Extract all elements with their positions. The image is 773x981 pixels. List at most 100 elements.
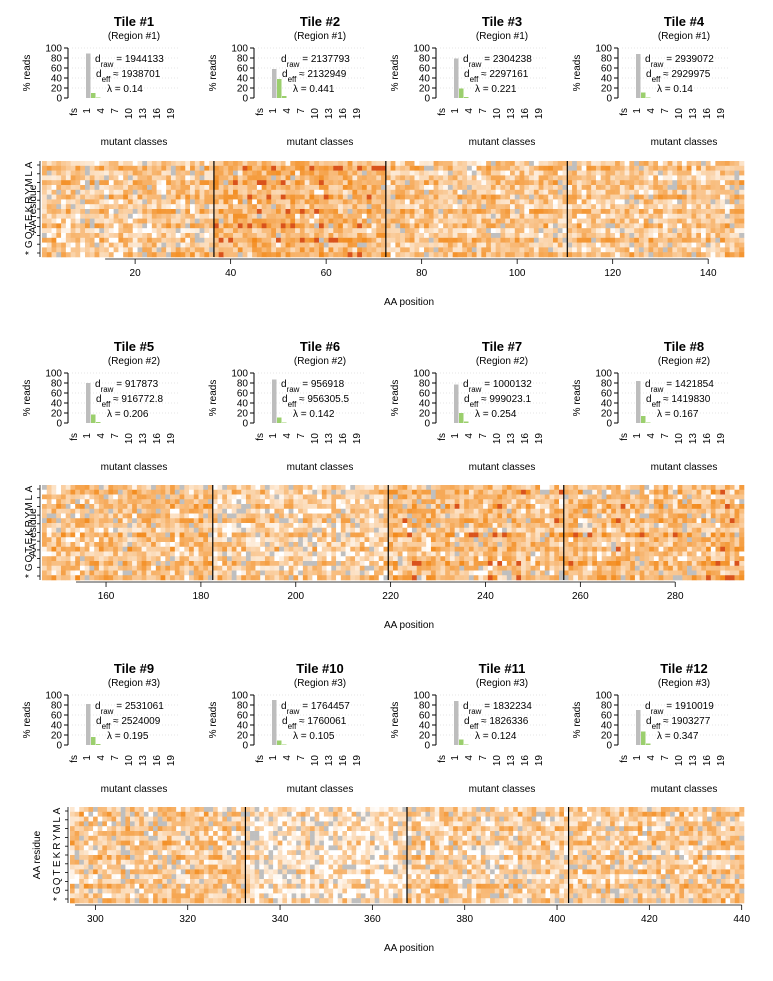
heatmap-cell — [400, 233, 406, 239]
heatmap-cell — [705, 189, 711, 195]
heatmap-cell — [355, 494, 361, 500]
heatmap-cell — [514, 213, 520, 219]
heatmap-cell — [166, 185, 172, 191]
heatmap-cell — [686, 194, 692, 200]
heatmap-cell — [280, 175, 286, 181]
heatmap-cell — [242, 218, 248, 224]
heatmap-cell — [371, 233, 377, 239]
heatmap-cell — [222, 532, 228, 538]
heatmap-cell — [643, 237, 649, 243]
heatmap-cell — [237, 194, 243, 200]
heatmap-cell — [151, 570, 157, 576]
heatmap-cell — [505, 170, 511, 176]
heatmap-cell — [443, 218, 449, 224]
heatmap-cell — [581, 189, 587, 195]
heatmap-cell — [381, 213, 387, 219]
heatmap-cell — [132, 161, 138, 167]
heatmap-cell — [209, 185, 215, 191]
heatmap-cell — [543, 228, 549, 234]
heatmap-cell — [309, 175, 315, 181]
heatmap-cell — [404, 204, 411, 210]
heatmap-cell — [605, 237, 611, 243]
heatmap-cell — [715, 242, 721, 248]
heatmap-cell — [132, 570, 138, 576]
heatmap-cell — [151, 556, 157, 562]
heatmap-cell — [381, 247, 387, 253]
heatmap-cell — [237, 185, 243, 191]
heatmap-cell — [250, 565, 256, 571]
heatmap-cell — [724, 161, 730, 167]
heatmap-cell — [643, 218, 649, 224]
heatmap-cell — [94, 537, 100, 543]
heatmap-cell — [317, 546, 323, 552]
heatmap-cell — [342, 204, 348, 210]
heatmap-cell — [681, 170, 687, 176]
heatmap-cell — [438, 170, 444, 176]
heatmap-cell — [226, 527, 233, 533]
heatmap-cell — [218, 213, 224, 219]
heatmap-cell — [285, 199, 291, 205]
heatmap-cell — [634, 223, 640, 229]
heatmap-cell — [103, 508, 109, 514]
x-tick-label: 13 — [324, 755, 335, 767]
heatmap-cell — [681, 242, 687, 248]
heatmap-cell — [333, 242, 339, 248]
heatmap-cell — [378, 542, 384, 548]
heatmap-cell — [529, 247, 535, 253]
heatmap-cell — [586, 199, 592, 205]
heatmap-cell — [514, 170, 520, 176]
heatmap-cell — [161, 247, 167, 253]
heatmap-cell — [500, 180, 506, 186]
heatmap-cell — [269, 518, 275, 524]
heatmap-cell — [127, 175, 134, 181]
heatmap-cell — [605, 209, 611, 215]
heatmap-cell — [340, 527, 346, 533]
heatmap-cell — [739, 213, 745, 219]
heatmap-cell — [70, 508, 76, 514]
heatmap-cell — [108, 551, 114, 557]
heatmap-cell — [264, 504, 270, 510]
heatmap-cell — [165, 546, 171, 552]
heatmap-cell — [299, 199, 305, 205]
heatmap-cell — [715, 194, 721, 200]
heatmap-cell — [395, 185, 401, 191]
heatmap-cell — [357, 213, 363, 219]
heatmap-cell — [677, 252, 683, 258]
heatmap-cell — [648, 247, 654, 253]
heatmap-cell — [729, 199, 735, 205]
heatmap-cell — [383, 523, 389, 529]
x-tick-label: 16 — [152, 755, 163, 767]
heatmap-cell — [342, 194, 348, 200]
heatmap-cell — [576, 218, 582, 224]
heatmap-cell — [103, 499, 109, 505]
heatmap-cell — [213, 185, 219, 191]
heatmap-cell — [113, 233, 119, 239]
panel-title: Tile #10 — [296, 661, 343, 676]
heatmap-cell — [653, 242, 659, 248]
heatmap-cell — [208, 489, 214, 495]
heatmap-cell — [433, 218, 439, 224]
heatmap-cell — [75, 209, 81, 215]
heatmap-cell — [209, 180, 215, 186]
heatmap-cell — [371, 189, 377, 195]
heatmap-cell — [672, 252, 678, 258]
heatmap-cell — [60, 561, 67, 567]
heatmap-cell — [615, 228, 621, 234]
heatmap-cell — [99, 170, 105, 176]
x-tick-label: 19 — [352, 755, 363, 767]
heatmap-cell — [271, 237, 277, 243]
heatmap-cell — [424, 209, 430, 215]
heatmap-cell — [46, 199, 52, 205]
heatmap-cell — [471, 247, 477, 253]
heatmap-cell — [75, 565, 81, 571]
heatmap-cell — [184, 556, 190, 562]
heatmap-cell — [266, 194, 272, 200]
heatmap-cell — [729, 180, 735, 186]
heatmap-cell — [345, 556, 351, 562]
heatmap-cell — [46, 575, 52, 581]
heatmap-cell — [99, 204, 105, 210]
bar-single-mutant — [641, 416, 646, 423]
heatmap-cell — [65, 252, 71, 258]
y-tick-label: 60 — [601, 64, 613, 75]
heatmap-cell — [70, 499, 76, 505]
